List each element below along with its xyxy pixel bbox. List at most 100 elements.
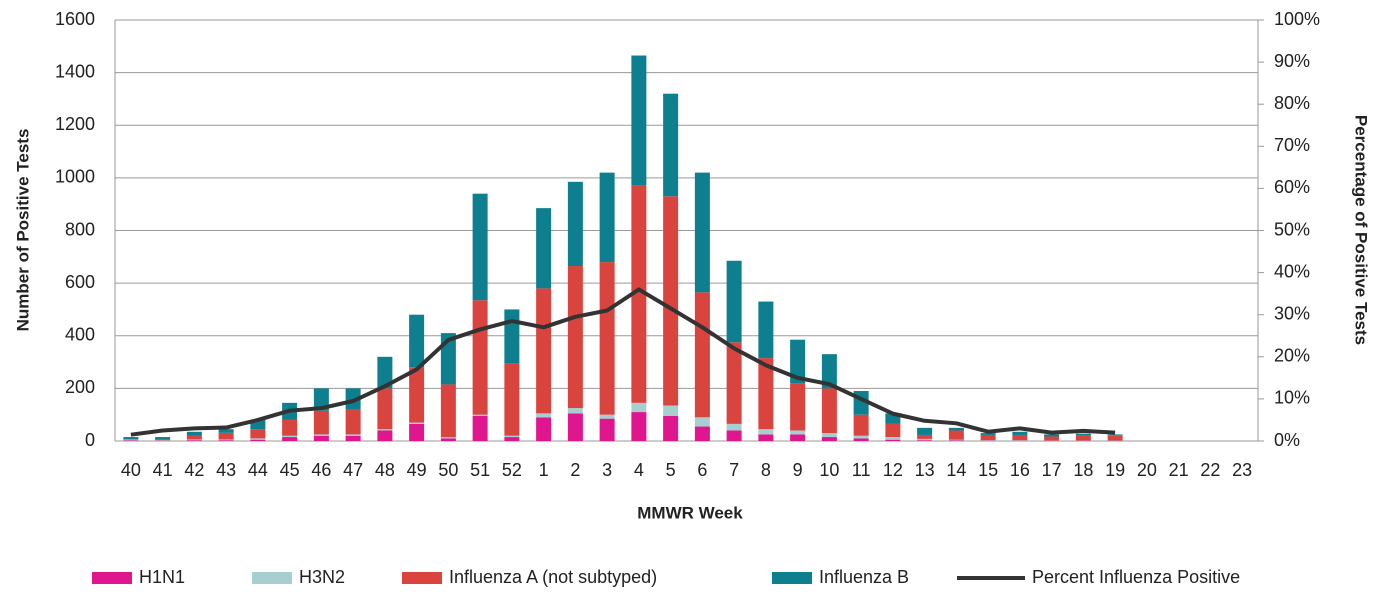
bar <box>917 438 933 441</box>
x-tick-label: 10 <box>819 460 839 480</box>
bar <box>1107 434 1123 436</box>
bar <box>536 417 552 441</box>
bar <box>885 437 901 440</box>
bar <box>790 434 806 441</box>
bar <box>694 426 710 441</box>
bar <box>345 435 361 441</box>
bar <box>155 440 171 441</box>
y-tick-label: 0 <box>85 430 95 450</box>
bar <box>155 439 171 441</box>
bar <box>504 437 520 441</box>
bar <box>599 262 615 415</box>
bar <box>250 438 266 440</box>
y-tick-label: 1600 <box>55 9 95 29</box>
x-tick-label: 22 <box>1200 460 1220 480</box>
bar <box>599 414 615 419</box>
bar <box>790 339 806 384</box>
bar <box>790 430 806 435</box>
y2-tick-label: 10% <box>1274 388 1310 408</box>
bar <box>377 356 393 389</box>
bar <box>218 440 234 441</box>
bar <box>980 433 996 435</box>
y2-tick-label: 30% <box>1274 303 1310 323</box>
x-tick-label: 50 <box>438 460 458 480</box>
x-tick-label: 44 <box>248 460 268 480</box>
bar <box>948 439 964 441</box>
x-tick-label: 15 <box>978 460 998 480</box>
x-tick-label: 19 <box>1105 460 1125 480</box>
bar <box>631 55 647 186</box>
x-tick-label: 40 <box>121 460 141 480</box>
bar <box>663 196 679 406</box>
x-tick-label: 17 <box>1042 460 1062 480</box>
bar <box>758 434 774 441</box>
x-tick-label: 49 <box>407 460 427 480</box>
bar <box>186 439 202 441</box>
bar <box>282 419 298 436</box>
bar <box>758 301 774 359</box>
bar <box>885 423 901 438</box>
x-tick-label: 14 <box>946 460 966 480</box>
y-tick-label: 800 <box>65 219 95 239</box>
bar <box>853 414 869 436</box>
bar <box>853 435 869 439</box>
bar <box>917 440 933 441</box>
bar <box>694 172 710 293</box>
bar <box>377 429 393 431</box>
x-tick-label: 21 <box>1169 460 1189 480</box>
x-tick-label: 47 <box>343 460 363 480</box>
bar <box>663 416 679 441</box>
bar <box>1075 433 1091 436</box>
bar <box>313 434 329 436</box>
bar <box>472 193 488 301</box>
y2-tick-label: 80% <box>1274 93 1310 113</box>
y-tick-label: 1400 <box>55 61 95 81</box>
bar <box>1107 435 1123 441</box>
bar <box>821 433 837 438</box>
bar <box>472 414 488 417</box>
x-tick-label: 46 <box>311 460 331 480</box>
y2-tick-label: 70% <box>1274 135 1310 155</box>
line <box>130 287 1116 437</box>
bar <box>1044 434 1060 437</box>
legend-label: Influenza A (not subtyped) <box>449 567 657 587</box>
bar <box>758 429 774 435</box>
bar <box>631 412 647 441</box>
bar <box>504 309 520 364</box>
bar <box>758 358 774 430</box>
bar <box>536 208 552 289</box>
x-tick-label: 52 <box>502 460 522 480</box>
bar <box>821 437 837 441</box>
x-tick-label: 48 <box>375 460 395 480</box>
x-tick-label: 51 <box>470 460 490 480</box>
legend-swatch <box>252 572 292 584</box>
y-tick-label: 1200 <box>55 114 95 134</box>
bar <box>853 438 869 441</box>
bar <box>567 181 583 267</box>
bar <box>948 440 964 441</box>
bar <box>186 435 202 440</box>
bar <box>409 367 425 423</box>
bar <box>694 292 710 418</box>
bar <box>282 437 298 441</box>
bar <box>599 172 615 263</box>
x-tick-label: 9 <box>793 460 803 480</box>
bar <box>726 423 742 431</box>
y2-tick-label: 20% <box>1274 346 1310 366</box>
legend-swatch <box>402 572 442 584</box>
x-tick-label: 1 <box>539 460 549 480</box>
bar <box>409 423 425 441</box>
x-tick-label: 8 <box>761 460 771 480</box>
legend-label: Percent Influenza Positive <box>1032 567 1240 587</box>
bar <box>567 408 583 414</box>
x-tick-label: 42 <box>184 460 204 480</box>
bar <box>282 435 298 438</box>
bar <box>917 434 933 439</box>
legend-swatch <box>772 572 812 584</box>
bar <box>186 431 202 436</box>
bar <box>440 438 456 441</box>
bar <box>123 440 139 441</box>
legend-label: H3N2 <box>299 567 345 587</box>
bar <box>631 402 647 413</box>
